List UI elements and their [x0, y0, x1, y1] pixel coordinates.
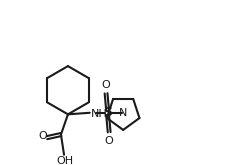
Text: N: N	[119, 108, 127, 118]
Text: S: S	[103, 106, 112, 119]
Text: NH: NH	[91, 109, 108, 119]
Text: OH: OH	[56, 156, 73, 165]
Text: O: O	[39, 131, 47, 141]
Text: O: O	[102, 80, 110, 90]
Text: O: O	[105, 136, 114, 146]
